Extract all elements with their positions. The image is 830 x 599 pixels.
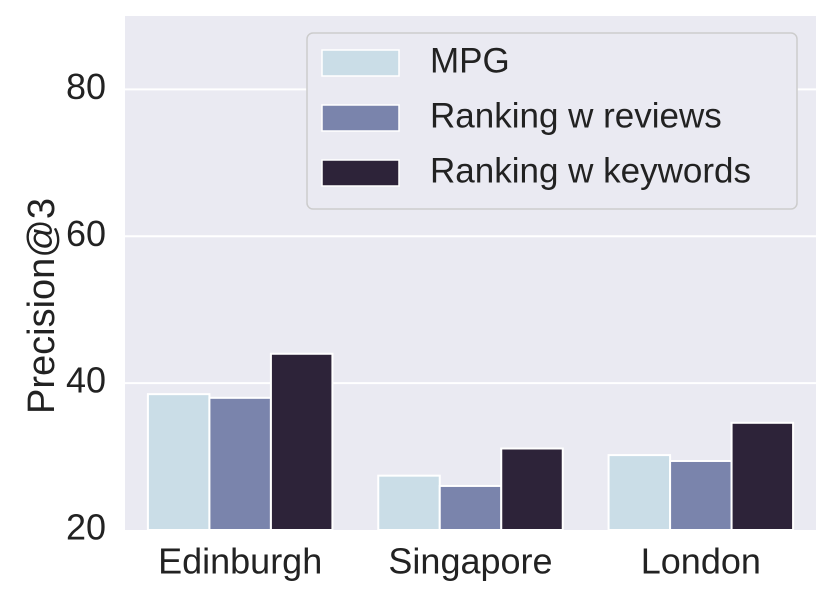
legend-box	[306, 32, 798, 210]
legend-label: Ranking w reviews	[430, 96, 722, 135]
bars	[146, 352, 795, 532]
x-category-labels: Edinburgh Singapore London	[158, 541, 761, 582]
bar-edinburgh-2	[208, 396, 272, 532]
x-category-label: Singapore	[388, 541, 552, 582]
y-tick-labels: 20 40 60 80	[66, 66, 106, 548]
y-tick-label: 60	[66, 213, 106, 254]
x-category-label: London	[641, 541, 761, 582]
legend-label: MPG	[430, 41, 510, 80]
bar-london-2	[669, 459, 733, 531]
bar-singapore-3	[500, 447, 564, 532]
bar-singapore-2	[438, 484, 503, 532]
legend-swatch	[321, 104, 400, 132]
legend-swatch	[321, 49, 400, 77]
bar-london-3	[730, 421, 795, 531]
y-tick-label: 20	[66, 507, 106, 548]
bar-singapore-1	[377, 474, 441, 532]
y-tick-label: 80	[66, 66, 106, 107]
bar-edinburgh-1	[146, 393, 211, 531]
x-category-label: Edinburgh	[158, 541, 322, 582]
bar-london-1	[607, 454, 672, 531]
bar-edinburgh-3	[269, 352, 334, 531]
legend: MPG Ranking w reviews Ranking w keywords	[306, 32, 798, 210]
y-tick-label: 40	[66, 360, 106, 401]
legend-label: Ranking w keywords	[430, 151, 751, 190]
y-axis-label: Precision@3	[21, 198, 63, 414]
legend-swatch	[321, 159, 400, 187]
